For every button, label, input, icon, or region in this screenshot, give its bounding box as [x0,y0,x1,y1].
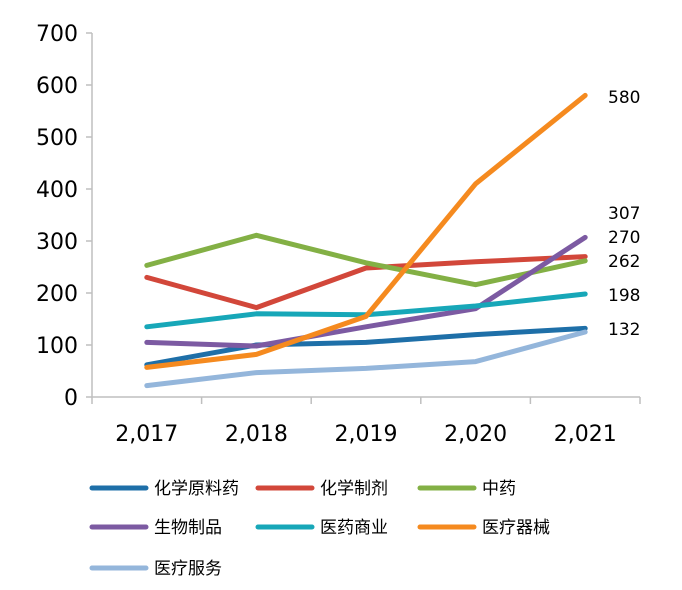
series-line-2 [144,232,588,288]
y-tick-label: 500 [36,126,78,151]
x-tick-label: 2,018 [225,422,288,447]
y-tick-label: 100 [36,334,78,359]
legend-label: 医疗服务 [154,559,222,579]
series-line-6 [144,329,588,389]
legend-label: 化学原料药 [154,479,239,499]
series-line-1 [144,254,588,311]
legend-label: 医疗器械 [482,518,550,538]
series-line-3 [144,234,588,349]
legend-label: 医药商业 [320,518,388,538]
end-value-label: 307 [608,204,640,224]
y-tick-label: 0 [64,386,78,411]
x-axis-ticks: 2,017 2,018 2,019 2,020 2,021 [91,397,641,447]
y-axis-ticks: 0 100 200 300 400 500 600 700 [36,22,92,411]
y-tick-label: 600 [36,74,78,99]
axes [91,33,640,398]
end-labels: 580 307 270 262 198 132 [608,88,640,340]
x-tick-label: 2,019 [335,422,398,447]
end-value-label: 270 [608,228,640,248]
series-line-0 [144,325,588,368]
series-lines [144,92,588,389]
end-value-label: 198 [608,286,640,306]
series-line-5 [144,92,588,370]
y-tick-label: 200 [36,282,78,307]
legend-label: 化学制剂 [320,479,388,499]
x-tick-label: 2,020 [444,422,507,447]
y-tick-label: 700 [36,22,78,47]
y-tick-label: 300 [36,230,78,255]
legend-label: 生物制品 [154,518,222,538]
end-value-label: 262 [608,252,640,272]
end-value-label: 580 [608,88,640,108]
legend-label: 中药 [482,479,516,499]
x-tick-label: 2,021 [554,422,617,447]
series-line-4 [144,291,588,330]
x-tick-label: 2,017 [115,422,178,447]
end-value-label: 132 [608,320,640,340]
y-tick-label: 400 [36,178,78,203]
